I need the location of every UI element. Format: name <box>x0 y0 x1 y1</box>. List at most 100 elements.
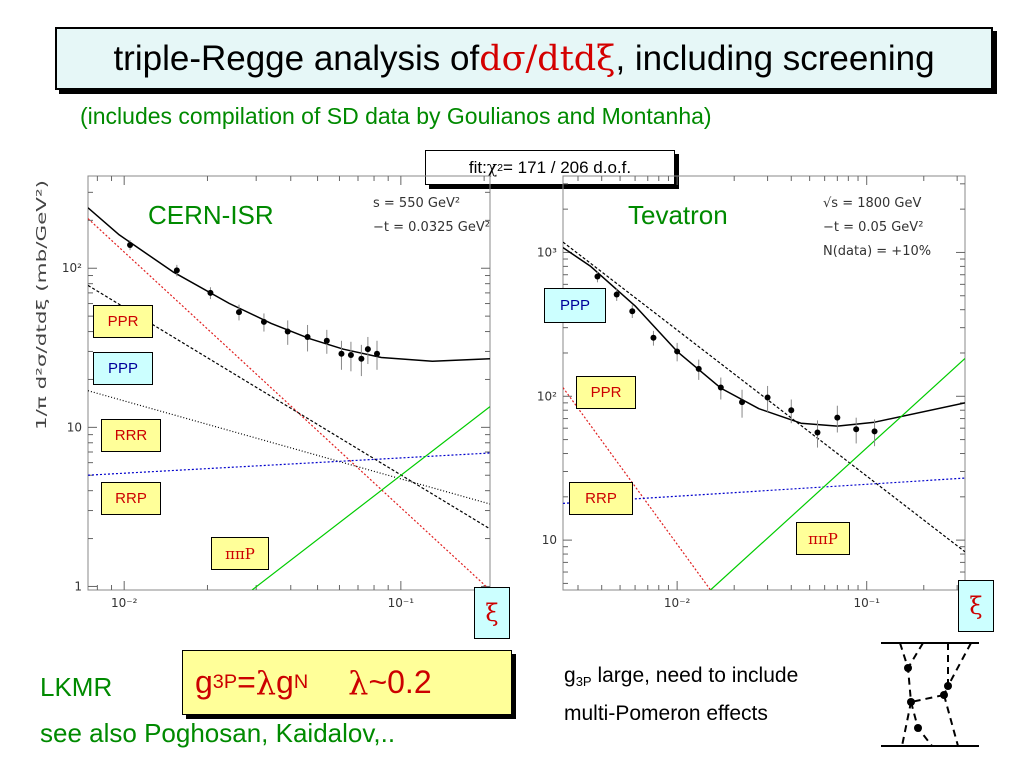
tev-y-tick-label: 10 <box>542 533 557 547</box>
isr-data-point <box>374 350 381 357</box>
title-suffix: , including screening <box>615 38 935 78</box>
y-axis-label: 1/π d²σ/dtdξ (mb/GeV²) <box>35 180 50 430</box>
tevatron-label-pipip: ππP <box>796 522 850 555</box>
isr-data-point <box>338 350 345 357</box>
isr-param-s: s = 550 GeV² <box>373 196 461 211</box>
isr-x-tick-label: 10⁻¹ <box>388 596 415 610</box>
tev-data-point <box>788 407 795 414</box>
isr-params: s = 550 GeV² −t = 0.0325 GeV² <box>373 192 490 240</box>
isr-plot: 10⁻² 10⁻¹ 1 10 10² <box>62 175 491 610</box>
tev-curve-ppr <box>563 387 711 590</box>
note-g: g <box>564 664 576 687</box>
tevatron-label-ppr: PPR <box>576 376 636 409</box>
tev-data-point <box>594 273 601 280</box>
note-line-2: multi-Pomeron effects <box>564 701 768 725</box>
formula-gn-sub: N <box>293 671 309 693</box>
isr-data-point <box>260 318 267 325</box>
isr-y-tick-label: 10 <box>67 420 82 434</box>
tev-curve-rrp <box>563 477 965 504</box>
tev-data-point <box>834 414 841 421</box>
isr-panel-title: CERN-ISR <box>148 200 274 230</box>
isr-data-point <box>207 289 214 296</box>
isr-label-ppr: PPR <box>93 305 153 338</box>
formula-g: g <box>195 664 213 700</box>
isr-curves <box>88 207 490 590</box>
see-also-text: see also Poghosan, Kaidalov,.. <box>40 718 396 748</box>
tev-data-point <box>674 348 681 355</box>
tev-x-tick-label: 10⁻¹ <box>853 596 880 610</box>
isr-label-rrp: RRP <box>101 482 161 515</box>
tevatron-params: √s = 1800 GeV −t = 0.05 GeV² N(data) = +… <box>823 192 931 264</box>
isr-data-point <box>358 355 365 362</box>
tev-data-point <box>613 291 620 298</box>
isr-curve-ppp <box>88 284 490 530</box>
isr-y-tick-label: 1 <box>74 579 82 593</box>
tev-curve-xxp <box>710 358 965 590</box>
tev-data-point <box>739 399 746 406</box>
tevatron-xi-label: ξ <box>958 580 994 632</box>
tev-data-point <box>764 394 771 401</box>
tevatron-panel-title: Tevatron <box>628 200 728 230</box>
isr-data-point <box>127 241 134 248</box>
isr-curve-rrp <box>88 452 490 476</box>
isr-param-t: −t = 0.0325 GeV² <box>373 220 490 235</box>
note-line-1: g3P large, need to include <box>564 660 798 698</box>
isr-data-point <box>323 337 330 344</box>
isr-label-rrr: RRR <box>101 419 161 452</box>
isr-y-tick-label: 10² <box>62 261 82 275</box>
isr-data-point <box>235 309 242 316</box>
tev-data-point <box>629 308 636 315</box>
isr-data-point <box>304 333 311 340</box>
tev-data-point <box>717 384 724 391</box>
note-line-1-text: large, need to include <box>591 664 799 687</box>
note-text: g3P large, need to include multi-Pomeron… <box>564 660 798 730</box>
tev-data-point <box>814 429 821 436</box>
isr-data-point <box>347 351 354 358</box>
isr-curve-rrr <box>88 390 490 505</box>
formula-eq: = <box>237 664 256 700</box>
isr-x-tick-label: 10⁻² <box>111 596 138 610</box>
formula-lambda: λ <box>255 663 277 702</box>
tevatron-label-rrp: RRP <box>569 482 633 515</box>
isr-curve-ppr <box>88 218 490 590</box>
note-g-sub: 3P <box>575 673 592 689</box>
tev-plot-frame <box>562 175 966 591</box>
isr-label-pipip: ππP <box>211 537 269 570</box>
isr-data-point <box>284 328 291 335</box>
tev-x-tick-label: 10⁻² <box>664 596 691 610</box>
tevatron-label-ppp: PPP <box>544 288 606 323</box>
tevatron-param-t: −t = 0.05 GeV² <box>823 220 924 235</box>
formula-lambda-2: λ <box>348 663 369 702</box>
fit-value: = 171 / 206 d.o.f. <box>503 157 632 177</box>
tevatron-param-s: √s = 1800 GeV <box>823 196 922 211</box>
fit-chi: χ <box>486 157 498 178</box>
isr-curve-xxp <box>251 406 490 590</box>
isr-plot-frame <box>87 175 491 591</box>
lkmr-text: LKMR <box>40 672 113 702</box>
fit-chi-exponent: 2 <box>497 161 504 174</box>
tev-data-point <box>871 428 878 435</box>
formula-approx: ~0.2 <box>368 664 432 700</box>
tev-data-point <box>695 365 702 372</box>
fit-prefix: fit: <box>468 157 487 177</box>
diagram-vertices <box>904 664 952 732</box>
tev-curves <box>563 241 965 590</box>
isr-label-ppp: PPP <box>93 352 153 385</box>
tev-data-point <box>853 426 860 433</box>
title-red-formula: dσ/dtdξ <box>479 38 616 79</box>
isr-xi-label: ξ <box>474 587 510 639</box>
formula-g-sub: 3P <box>212 671 238 693</box>
title-prefix: triple-Regge analysis of <box>113 38 480 78</box>
isr-data-point <box>173 267 180 274</box>
isr-data-point <box>364 346 371 353</box>
tev-y-tick-label: 10² <box>537 389 557 403</box>
formula-gn: g <box>276 664 294 700</box>
diagram-pomeron-lines <box>899 642 972 747</box>
tev-y-tick-label: 10³ <box>537 245 557 259</box>
tevatron-plot: 10⁻² 10⁻¹ 10 10² 10³ <box>537 175 966 610</box>
slide-title: triple-Regge analysis of dσ/dtdξ, includ… <box>55 27 993 90</box>
multi-pomeron-diagram <box>881 642 979 747</box>
